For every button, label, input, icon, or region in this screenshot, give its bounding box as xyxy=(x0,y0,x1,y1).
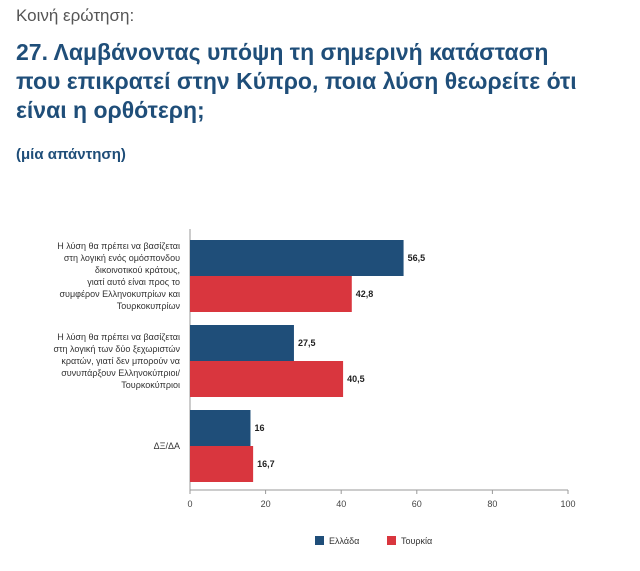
legend-swatch xyxy=(315,536,324,545)
category-label: Τουρκοκυπρίων xyxy=(117,301,181,311)
x-tick-label: 0 xyxy=(187,499,192,509)
x-tick-label: 100 xyxy=(560,499,575,509)
bar xyxy=(190,325,294,361)
value-label: 27,5 xyxy=(298,338,316,348)
category-label: Η λύση θα πρέπει να βασίζεται xyxy=(57,332,180,342)
legend-label: Ελλάδα xyxy=(329,536,359,546)
bar xyxy=(190,361,344,397)
category-label: Η λύση θα πρέπει να βασίζεται xyxy=(57,241,180,251)
value-label: 16 xyxy=(254,423,264,433)
value-label: 42,8 xyxy=(356,289,374,299)
value-label: 56,5 xyxy=(408,253,426,263)
question-line: είναι η ορθότερη; xyxy=(16,97,205,123)
category-label: δικοινοτικού κράτους, xyxy=(95,265,180,275)
kicker-label: Κοινή ερώτηση: xyxy=(16,6,135,25)
bar xyxy=(190,276,352,312)
x-tick-label: 40 xyxy=(336,499,346,509)
question-title: 27. Λαμβάνοντας υπόψη τη σημερινή κατάστ… xyxy=(16,38,632,125)
bar xyxy=(190,446,254,482)
x-tick-label: 60 xyxy=(412,499,422,509)
category-label: Τουρκοκύπριοι xyxy=(121,380,180,390)
answer-note: (μία απάντηση) xyxy=(16,146,126,163)
bar xyxy=(190,240,404,276)
category-label: συνυπάρξουν Ελληνοκύπριοι/ xyxy=(61,368,180,378)
category-label: συμφέρον Ελληνοκυπρίων και xyxy=(59,289,180,299)
legend-swatch xyxy=(387,536,396,545)
category-label: γιατί αυτό είναι προς το xyxy=(87,277,180,287)
value-label: 16,7 xyxy=(257,459,275,469)
category-label: στη λογική ενός ομόσπονδου xyxy=(64,253,180,263)
x-tick-label: 20 xyxy=(261,499,271,509)
legend-label: Τουρκία xyxy=(401,536,432,546)
question-line: 27. Λαμβάνοντας υπόψη τη σημερινή κατάστ… xyxy=(16,39,549,65)
question-line: που επικρατεί στην Κύπρο, ποια λύση θεωρ… xyxy=(16,68,577,94)
category-label: στη λογική των δύο ξεχωριστών xyxy=(53,344,180,354)
x-tick-label: 80 xyxy=(487,499,497,509)
bar xyxy=(190,410,251,446)
value-label: 40,5 xyxy=(347,374,365,384)
category-label: κρατών, γιατί δεν μπορούν να xyxy=(61,356,180,366)
category-label: ΔΞ/ΔΑ xyxy=(154,441,180,451)
